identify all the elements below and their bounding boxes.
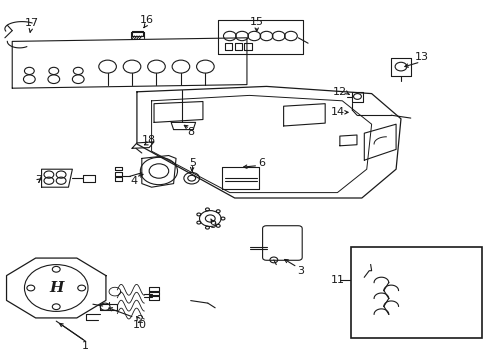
Text: 18: 18 — [142, 135, 156, 145]
Text: 10: 10 — [132, 320, 146, 330]
Text: 13: 13 — [414, 52, 427, 62]
Text: 16: 16 — [140, 15, 153, 25]
Text: 11: 11 — [330, 275, 344, 285]
Text: 1: 1 — [82, 341, 89, 351]
Text: 8: 8 — [187, 127, 194, 138]
Text: 12: 12 — [332, 87, 346, 97]
Text: 17: 17 — [25, 18, 39, 28]
Text: 3: 3 — [297, 266, 304, 276]
Text: 2: 2 — [136, 315, 142, 325]
Text: 7: 7 — [36, 175, 42, 185]
Text: 6: 6 — [258, 158, 264, 168]
Text: 4: 4 — [131, 176, 138, 186]
Bar — [350, 247, 481, 338]
Text: 5: 5 — [189, 158, 196, 168]
Text: 9: 9 — [209, 220, 216, 230]
Text: 15: 15 — [249, 17, 263, 27]
Text: 14: 14 — [330, 107, 344, 117]
Text: H: H — [49, 281, 63, 295]
